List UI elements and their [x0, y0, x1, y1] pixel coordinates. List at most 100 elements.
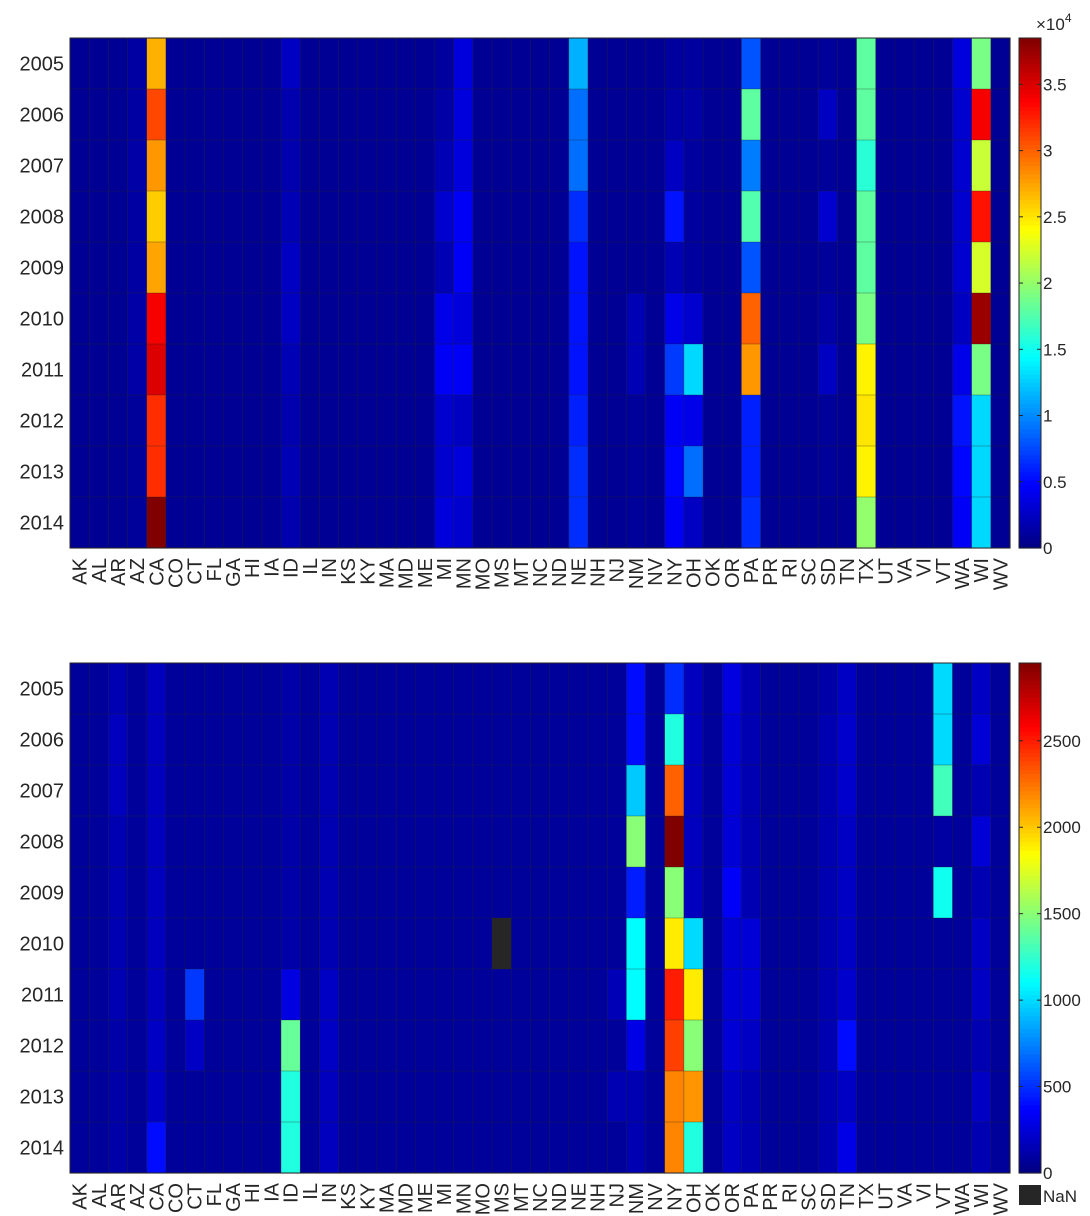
heatmap-cell-KY-2014	[357, 1121, 378, 1174]
heatmap-cell-CT-2012	[184, 394, 205, 447]
heatmap-cell-PA-2011	[741, 343, 762, 396]
heatmap-cell-OK-2005	[702, 37, 723, 90]
heatmap-cell-NV-2013	[645, 1070, 666, 1123]
colorbar-segment	[1019, 208, 1041, 213]
heatmap-cell-OR-2013	[721, 445, 743, 498]
heatmap-cell-NE-2010	[568, 917, 589, 970]
heatmap-cell-ID-2007	[280, 139, 301, 192]
heatmap-cell-AR-2010	[108, 292, 129, 345]
heatmap-cell-AZ-2007	[127, 764, 148, 817]
x-tick-label-ME: ME	[415, 1183, 437, 1213]
heatmap-cell-MN-2008	[453, 815, 474, 868]
heatmap-cell-MT-2005	[510, 662, 532, 715]
heatmap-cell-MN-2014	[453, 496, 474, 549]
heatmap-cell-NJ-2013	[606, 445, 627, 498]
heatmap-cell-TN-2006	[837, 88, 858, 141]
colorbar-segment	[1019, 1088, 1041, 1093]
heatmap-cell-MI-2006	[434, 713, 455, 766]
heatmap-cell-OR-2008	[721, 190, 743, 243]
heatmap-cell-NY-2006	[664, 713, 685, 766]
colorbar-segment	[1019, 803, 1041, 809]
heatmap-cells	[69, 37, 1011, 549]
heatmap-cell-OK-2005	[702, 662, 723, 715]
heatmap-cell-OR-2009	[721, 241, 743, 294]
x-tick-label-AK: AK	[70, 1182, 92, 1209]
colorbar-segment	[1019, 412, 1041, 417]
colorbar-segment	[1019, 467, 1041, 473]
heatmap-cell-AR-2010	[108, 917, 129, 970]
heatmap-cell-VA-2012	[894, 394, 915, 447]
heatmap-cell-OH-2011	[683, 343, 704, 396]
heatmap-cell-RI-2012	[779, 394, 800, 447]
heatmap-cell-MS-2014	[491, 1121, 512, 1174]
heatmap-cell-HI-2012	[242, 1019, 263, 1072]
heatmap-cell-AK-2011	[69, 968, 90, 1021]
heatmap-cell-SC-2006	[798, 713, 819, 766]
heatmap-cell-OH-2005	[683, 37, 704, 90]
heatmap-cell-NJ-2007	[606, 139, 627, 192]
heatmap-cell-VT-2010	[932, 292, 954, 345]
heatmap-cell-NH-2005	[587, 37, 608, 90]
heatmap-cell-AR-2006	[108, 88, 129, 141]
heatmap-cell-IA-2014	[261, 1121, 282, 1174]
heatmap-cell-MA-2008	[376, 190, 397, 243]
heatmap-cell-PR-2009	[760, 866, 781, 919]
heatmap-cell-KS-2009	[338, 241, 359, 294]
colorbar-segment	[1019, 84, 1041, 90]
heatmap-cell-CA-2007	[146, 139, 167, 192]
heatmap-cell-GA-2007	[223, 139, 244, 192]
colorbar-segment	[1019, 1134, 1041, 1140]
heatmap-cell-NE-2014	[568, 496, 589, 549]
colorbar-segment	[1019, 488, 1041, 494]
heatmap-cell-WV-2005	[990, 37, 1011, 90]
heatmap-cell-VA-2006	[894, 88, 915, 141]
heatmap-cell-ID-2010	[280, 917, 301, 970]
x-tick-label-MN: MN	[453, 558, 475, 589]
heatmap-cell-MN-2014	[453, 1121, 474, 1174]
colorbar-segment	[1019, 939, 1041, 945]
x-tick-label-MD: MD	[396, 558, 418, 589]
heatmap-cell-NC-2012	[530, 394, 551, 447]
colorbar-segment	[1019, 807, 1041, 813]
heatmap-cell-MT-2014	[510, 496, 532, 549]
heatmap-cell-WI-2014	[971, 1121, 992, 1174]
x-tick-label-NC: NC	[530, 1183, 552, 1212]
heatmap-cell-AZ-2013	[127, 1070, 148, 1123]
colorbar-segment	[1019, 152, 1041, 158]
heatmap-cell-OK-2007	[702, 764, 723, 817]
heatmap-cell-VT-2010	[932, 917, 954, 970]
heatmap-cell-UT-2006	[875, 88, 896, 141]
heatmap-cell-TN-2014	[837, 1121, 858, 1174]
heatmap-cell-MN-2009	[453, 241, 474, 294]
x-tick-label-SC: SC	[799, 558, 821, 586]
heatmap-cell-ND-2014	[549, 1121, 570, 1174]
heatmap-cell-ME-2011	[415, 968, 436, 1021]
heatmap-cell-HI-2007	[242, 139, 263, 192]
heatmap-cell-MD-2014	[395, 1121, 416, 1174]
heatmap-cell-IA-2005	[261, 662, 282, 715]
x-tick-label-HI: HI	[242, 558, 264, 578]
colorbar-segment	[1019, 688, 1041, 694]
heatmap-cell-RI-2009	[779, 866, 800, 919]
heatmap-cell-OR-2010	[721, 917, 743, 970]
colorbar: 0 500 1000 1500 2000 2500 NaN	[1018, 662, 1081, 1206]
x-tick-label-NY: NY	[664, 1183, 686, 1211]
heatmap-cell-MT-2012	[510, 1019, 532, 1072]
heatmap-cell-IN-2005	[319, 662, 340, 715]
heatmap-cell-NC-2014	[530, 1121, 551, 1174]
heatmap-cell-WI-2012	[971, 394, 992, 447]
heatmap-cell-SD-2006	[817, 713, 838, 766]
x-tick-label-AZ: AZ	[127, 1183, 149, 1209]
heatmap-cell-ND-2013	[549, 1070, 570, 1123]
colorbar-segment	[1019, 471, 1041, 477]
heatmap-cell-OH-2009	[683, 241, 704, 294]
colorbar-segment	[1019, 475, 1041, 481]
heatmap-cell-CO-2009	[165, 866, 186, 919]
x-tick-label-WI: WI	[971, 558, 993, 582]
heatmap-cell-NC-2013	[530, 1070, 551, 1123]
heatmap-cell-CA-2006	[146, 713, 167, 766]
colorbar-exponent: ×104	[1036, 11, 1072, 34]
heatmap-cell-NY-2011	[664, 968, 685, 1021]
heatmap-cell-MS-2005	[491, 662, 512, 715]
